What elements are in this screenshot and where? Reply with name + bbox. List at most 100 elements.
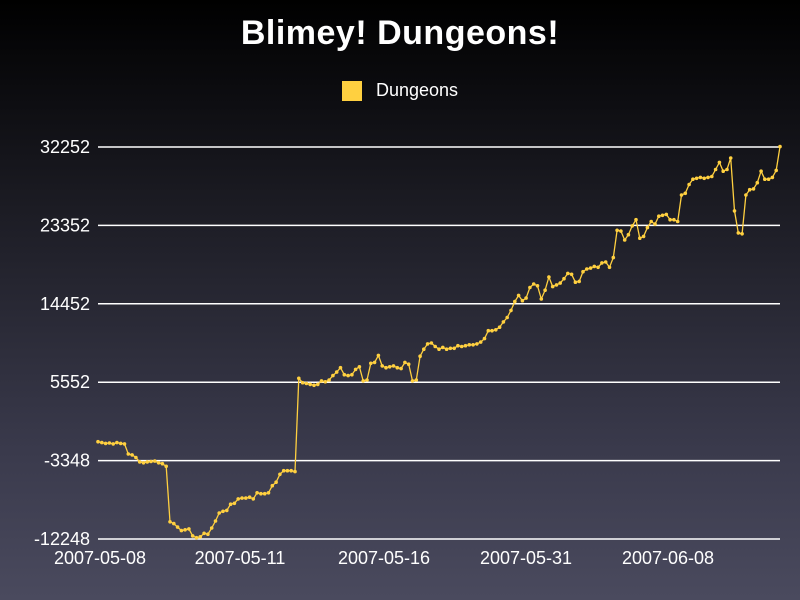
data-point: [331, 373, 335, 378]
data-point: [289, 468, 294, 473]
data-point: [357, 365, 362, 369]
data-point: [247, 495, 252, 500]
data-point: [528, 285, 532, 290]
data-point: [622, 238, 627, 242]
legend-label-dungeons: Dungeons: [375, 80, 459, 100]
data-point: [429, 341, 434, 345]
data-point: [456, 343, 460, 348]
data-point: [539, 297, 544, 301]
data-point: [403, 360, 407, 365]
data-point: [471, 343, 475, 347]
data-point: [194, 535, 199, 540]
data-point: [543, 288, 547, 293]
series-line-dungeons: [97, 146, 781, 539]
data-point: [399, 366, 403, 371]
data-point: [175, 525, 180, 529]
data-point: [316, 382, 320, 387]
data-point: [384, 365, 388, 370]
data-point: [691, 177, 695, 181]
y-axis-ticks: -12248 -3348 5552 14452 23352 32252: [34, 137, 90, 549]
data-point: [168, 520, 172, 524]
data-point: [596, 265, 600, 270]
data-point: [164, 464, 168, 469]
data-point: [452, 346, 457, 351]
data-point: [569, 272, 574, 277]
data-point: [728, 156, 733, 160]
data-point: [297, 376, 301, 381]
data-point: [422, 347, 426, 352]
data-point: [588, 266, 593, 270]
data-point: [304, 381, 309, 386]
data-point: [312, 383, 316, 388]
data-point: [694, 176, 699, 181]
data-point: [763, 177, 767, 181]
data-point: [641, 234, 646, 239]
data-point: [183, 528, 187, 532]
data-point: [240, 496, 244, 500]
data-point: [107, 441, 112, 445]
data-point: [630, 224, 634, 228]
data-point: [100, 440, 104, 445]
data-point: [369, 361, 373, 366]
data-point: [278, 472, 282, 477]
data-point: [475, 342, 479, 346]
data-point: [221, 509, 225, 514]
chart-title: Blimey! Dungeons!: [240, 14, 560, 52]
data-point: [232, 501, 237, 506]
data-point: [198, 535, 203, 539]
data-point: [566, 271, 570, 276]
data-point: [664, 212, 669, 217]
data-point: [244, 496, 248, 500]
data-point: [603, 260, 608, 264]
data-point: [425, 342, 430, 346]
data-point: [509, 308, 513, 313]
data-point: [467, 343, 472, 347]
data-point: [130, 453, 134, 457]
data-point: [732, 209, 737, 213]
data-point: [463, 343, 468, 348]
data-point: [179, 528, 184, 533]
data-point: [206, 532, 210, 536]
x-tick-label: 2007-05-08: [54, 548, 146, 568]
x-tick-label: 2007-05-31: [480, 548, 572, 568]
data-point: [657, 214, 661, 218]
data-point: [134, 455, 138, 460]
data-point: [361, 379, 366, 383]
data-point: [103, 441, 108, 446]
data-point: [774, 168, 778, 173]
data-point: [365, 378, 369, 382]
data-point: [706, 175, 710, 180]
data-point: [713, 167, 718, 172]
data-point: [535, 284, 540, 288]
data-point: [217, 511, 221, 515]
data-point: [740, 232, 744, 236]
data-point: [611, 255, 616, 260]
data-point: [524, 296, 528, 300]
data-point: [323, 380, 328, 384]
data-point: [433, 344, 438, 349]
data-point: [562, 276, 566, 281]
data-point: [126, 452, 131, 456]
data-point: [270, 483, 275, 488]
y-tick-label: 23352: [40, 215, 90, 235]
data-point: [319, 379, 324, 383]
data-point: [638, 236, 642, 240]
data-point: [213, 519, 218, 523]
data-point: [744, 193, 748, 197]
data-point: [160, 461, 165, 466]
data-point: [649, 219, 653, 224]
data-point: [444, 347, 449, 352]
data-point: [585, 267, 589, 271]
data-point: [137, 460, 142, 464]
data-point: [550, 284, 555, 289]
data-point: [751, 187, 756, 191]
data-point: [255, 491, 259, 495]
legend-swatch-dungeons: [341, 80, 362, 101]
data-point: [634, 217, 638, 222]
data-point: [300, 380, 305, 385]
data-point: [281, 468, 286, 473]
data-point: [376, 353, 381, 358]
x-tick-label: 2007-06-08: [622, 548, 714, 568]
data-point: [141, 461, 146, 465]
data-point: [441, 345, 445, 350]
